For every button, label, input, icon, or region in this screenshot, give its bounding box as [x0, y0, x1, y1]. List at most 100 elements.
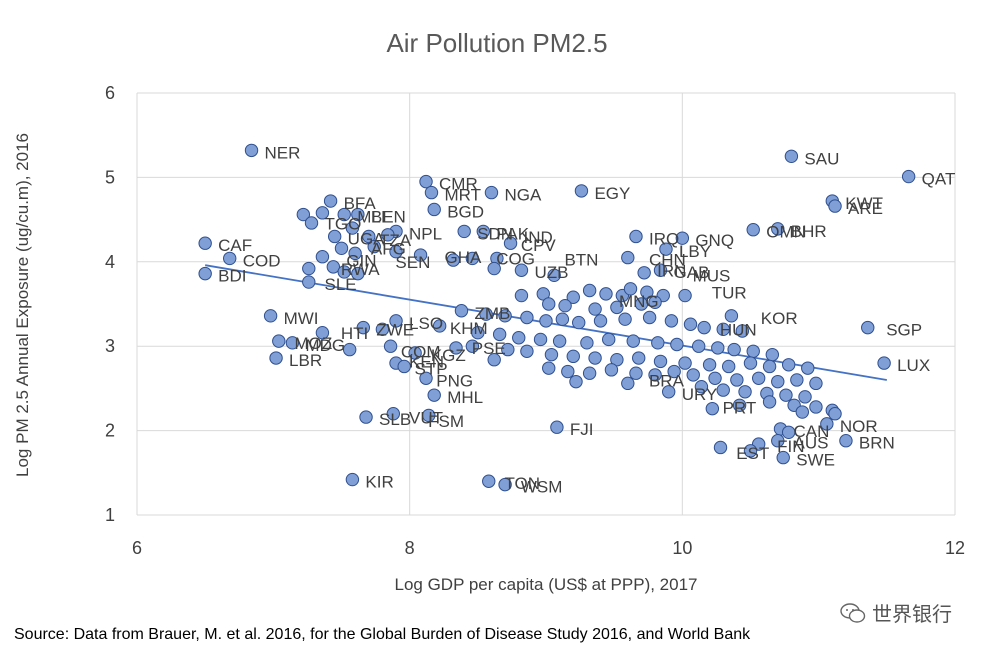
- data-point: [427, 202, 441, 217]
- x-axis-label: Log GDP per capita (US$ at PPP), 2017: [394, 575, 697, 594]
- data-point: [651, 336, 665, 350]
- data-point: [582, 283, 597, 298]
- point-label: UZB: [534, 263, 568, 282]
- point-label: ZWE: [376, 321, 414, 340]
- y-tick-label: 6: [105, 83, 115, 103]
- point-label: NOR: [840, 417, 878, 436]
- point-label: MHL: [447, 388, 483, 407]
- point-label: PNG: [436, 371, 473, 390]
- data-point: [419, 174, 433, 189]
- data-points: [198, 143, 916, 492]
- data-point: [686, 368, 700, 382]
- y-tick-label: 1: [105, 505, 115, 525]
- data-point: [408, 346, 422, 360]
- data-point: [223, 251, 237, 266]
- point-label: LSO: [409, 314, 443, 333]
- data-point: [471, 325, 485, 340]
- point-label: MWI: [284, 309, 319, 328]
- data-point: [512, 331, 526, 345]
- watermark-text: 世界银行: [872, 604, 952, 626]
- data-point: [593, 314, 608, 328]
- data-point: [198, 266, 212, 281]
- data-point: [244, 143, 259, 158]
- point-label: QAT: [922, 170, 956, 189]
- point-label: BRA: [649, 371, 685, 390]
- y-tick-label: 5: [105, 167, 115, 187]
- data-point: [520, 310, 534, 325]
- data-point: [790, 373, 804, 387]
- data-point: [386, 407, 401, 421]
- data-point: [716, 322, 730, 337]
- data-point: [735, 324, 750, 338]
- data-point: [334, 241, 349, 255]
- data-point: [345, 472, 360, 487]
- data-point: [536, 287, 550, 301]
- data-point: [327, 229, 342, 244]
- data-point: [675, 231, 690, 245]
- data-point: [198, 236, 212, 250]
- data-point: [501, 342, 515, 357]
- point-label: GHA: [444, 248, 482, 267]
- point-label: PAK: [496, 224, 529, 243]
- data-point: [413, 248, 428, 262]
- data-point: [544, 347, 559, 362]
- data-point: [449, 341, 463, 355]
- point-label: TZA: [379, 231, 412, 250]
- data-point: [572, 315, 586, 330]
- data-point: [730, 373, 744, 387]
- y-axis-label: Log PM 2.5 Annual Exposure (ug/cu.m), 20…: [13, 133, 32, 477]
- point-label: URY: [682, 385, 718, 404]
- data-point: [828, 407, 842, 421]
- data-point: [337, 265, 351, 279]
- data-point: [285, 336, 300, 350]
- data-point: [539, 314, 553, 328]
- data-point: [465, 251, 480, 266]
- point-label: PSE: [472, 339, 506, 358]
- point-label: KHM: [450, 319, 488, 338]
- point-label: KIR: [365, 473, 393, 492]
- data-point: [724, 309, 739, 323]
- data-point: [389, 244, 403, 259]
- data-point: [422, 408, 436, 423]
- data-point: [776, 450, 790, 465]
- point-label: BGD: [447, 202, 484, 221]
- data-point: [708, 371, 722, 385]
- data-point: [457, 224, 471, 239]
- data-point: [351, 266, 365, 281]
- data-point: [664, 314, 679, 328]
- data-point: [362, 229, 376, 244]
- point-label: UGA: [348, 229, 386, 248]
- point-label: RWA: [341, 260, 380, 279]
- data-point: [383, 339, 398, 353]
- data-point: [702, 358, 717, 372]
- data-point: [367, 239, 381, 254]
- chart-title: Air Pollution PM2.5: [386, 28, 607, 58]
- data-point: [263, 309, 278, 323]
- data-point: [738, 385, 752, 399]
- point-label: CHN: [649, 251, 686, 270]
- point-label: EST: [736, 444, 769, 463]
- point-label: IRQ: [649, 229, 679, 248]
- data-point: [795, 405, 810, 419]
- data-point: [743, 356, 758, 370]
- point-label: COM: [401, 343, 441, 362]
- data-point: [784, 149, 799, 164]
- data-point: [751, 371, 766, 385]
- data-point: [359, 410, 373, 424]
- data-point: [626, 334, 640, 348]
- point-label: HUN: [720, 321, 757, 340]
- point-label: MRT: [444, 186, 481, 205]
- data-point: [454, 304, 469, 318]
- point-label: AUS: [793, 434, 828, 453]
- data-point: [667, 364, 681, 379]
- point-label: KOR: [761, 309, 798, 328]
- x-tick-label: 8: [405, 538, 415, 558]
- data-point: [269, 351, 283, 365]
- data-point: [828, 199, 842, 213]
- data-point: [424, 185, 439, 200]
- data-point: [498, 477, 512, 492]
- point-label: IRN: [657, 262, 686, 281]
- data-point: [533, 332, 548, 347]
- point-label: SDN: [477, 224, 513, 243]
